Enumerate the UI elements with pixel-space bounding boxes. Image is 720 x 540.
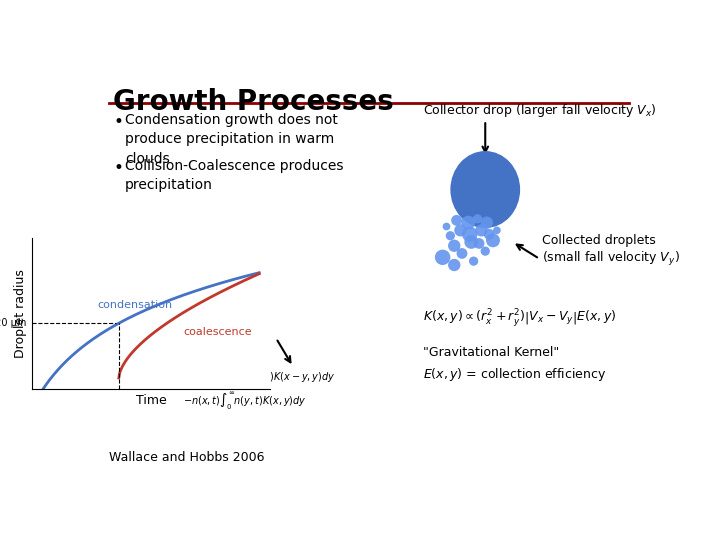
Circle shape <box>481 247 490 256</box>
Text: Condensation growth does not
produce precipitation in warm
clouds: Condensation growth does not produce pre… <box>125 112 338 166</box>
Text: ~20 μm: ~20 μm <box>0 318 26 328</box>
Text: condensation: condensation <box>97 300 172 310</box>
Circle shape <box>448 240 461 252</box>
Text: •: • <box>113 112 123 131</box>
Text: $- n(x,t)\int_0^\infty n(y,t)K(x,y)dy$: $- n(x,t)\int_0^\infty n(y,t)K(x,y)dy$ <box>183 390 307 411</box>
X-axis label: Time: Time <box>136 394 166 407</box>
Circle shape <box>448 259 461 271</box>
Circle shape <box>473 214 482 224</box>
Text: Collision-Coalescence produces
precipitation: Collision-Coalescence produces precipita… <box>125 159 343 192</box>
Circle shape <box>493 226 500 234</box>
Circle shape <box>451 215 462 226</box>
Y-axis label: Droplet radius: Droplet radius <box>14 269 27 357</box>
Circle shape <box>484 229 495 240</box>
Text: Wallace and Hobbs 2006: Wallace and Hobbs 2006 <box>109 451 265 464</box>
Text: Growth Processes: Growth Processes <box>113 88 394 116</box>
Circle shape <box>486 233 500 247</box>
Text: coalescence: coalescence <box>184 327 252 337</box>
Ellipse shape <box>451 151 520 228</box>
Text: Collector drop (larger fall velocity $V_x$): Collector drop (larger fall velocity $V_… <box>423 102 657 119</box>
Circle shape <box>481 217 493 229</box>
Circle shape <box>435 249 451 265</box>
Circle shape <box>443 222 451 231</box>
Circle shape <box>474 238 485 249</box>
Text: $\frac{\partial n(x,t)}{\partial t} = \frac{1}{2}\int_0^x n(x-y,t)n(y,t)K(x-y,y): $\frac{\partial n(x,t)}{\partial t} = \f… <box>144 367 336 389</box>
Text: $K(x,y) \propto (r_x^2 + r_y^2)\left|V_x - V_y\right|E(x,y)$: $K(x,y) \propto (r_x^2 + r_y^2)\left|V_x… <box>423 307 616 329</box>
Circle shape <box>469 256 478 266</box>
Text: •: • <box>113 159 123 177</box>
Text: Collected droplets
(small fall velocity $V_y$): Collected droplets (small fall velocity … <box>542 234 680 268</box>
Circle shape <box>464 235 478 249</box>
Circle shape <box>446 231 455 240</box>
Circle shape <box>454 224 467 237</box>
Circle shape <box>462 215 475 230</box>
Circle shape <box>475 224 487 237</box>
Circle shape <box>462 226 477 242</box>
Circle shape <box>456 248 467 259</box>
Text: "Gravitational Kernel"
$E(x,y)$ = collection efficiency: "Gravitational Kernel" $E(x,y)$ = collec… <box>423 346 606 383</box>
